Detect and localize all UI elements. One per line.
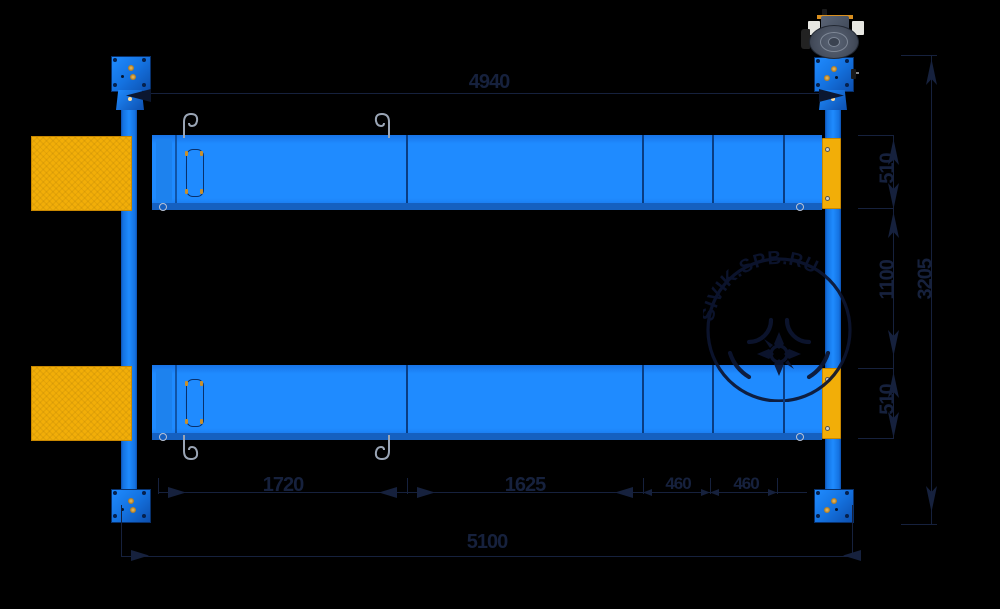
svg-text:SIVIK.SPB.RU: SIVIK.SPB.RU — [703, 250, 822, 323]
